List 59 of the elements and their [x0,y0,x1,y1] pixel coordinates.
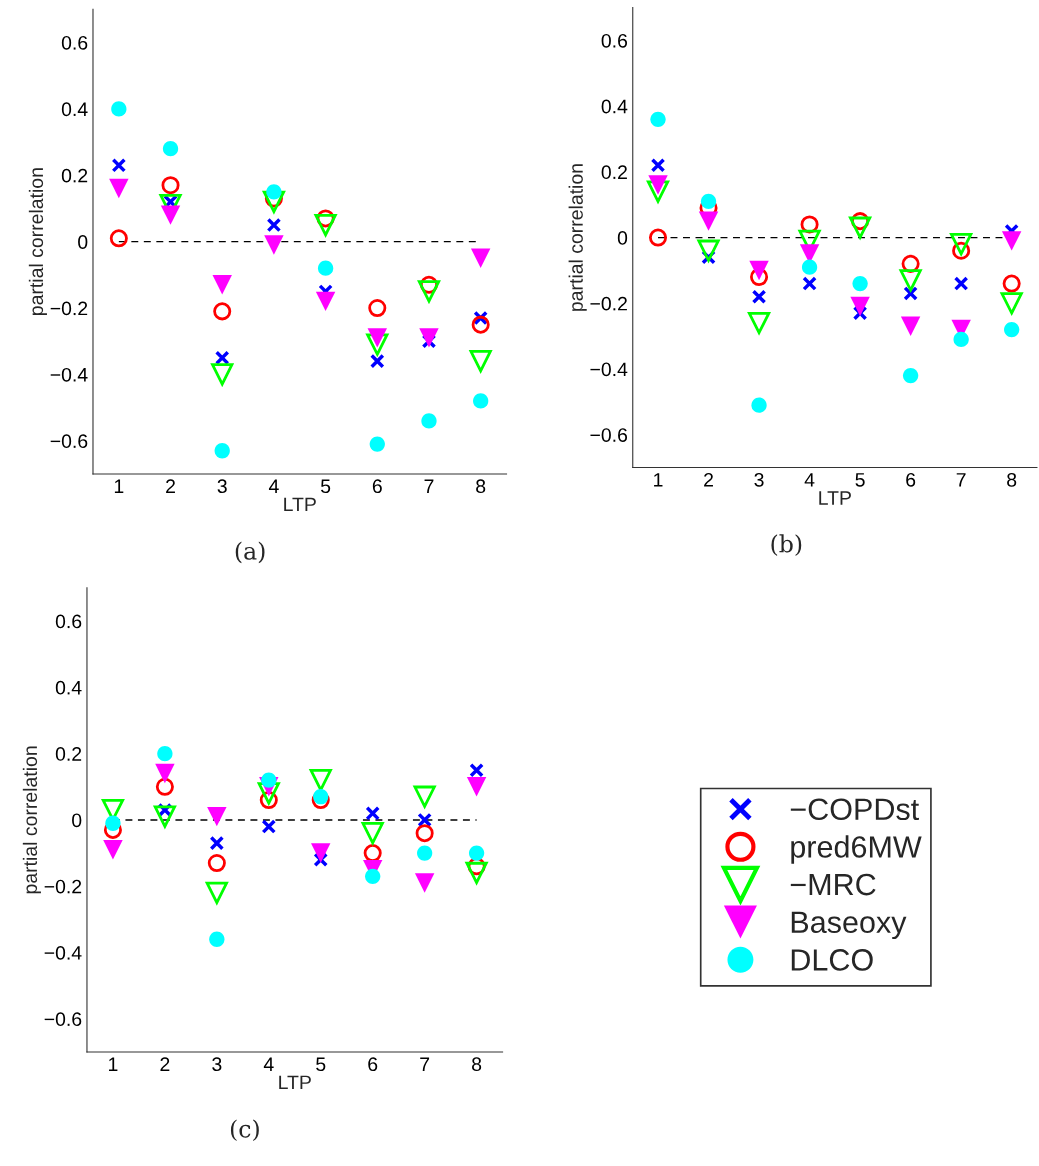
x-tick-label: 4 [268,479,279,493]
x-tick-label: 7 [956,473,966,487]
y-tick-label: 0.6 [601,33,628,48]
text: (a) [235,541,265,564]
y-tick-label: 0.6 [61,35,88,50]
y-tick-label: −0.6 [590,428,628,442]
y-tick-label: 0 [72,813,82,828]
legend-label: DLCO [791,949,873,971]
x-tick-label: 2 [704,472,713,487]
y-tick-label: 0 [78,235,88,249]
y-tick-label: −0.2 [590,296,627,311]
x-tick-label: 6 [372,479,382,494]
legend-label: pred6MW [791,835,922,864]
x-axis-title: LTP [819,491,851,505]
x-tick-label: 4 [263,1057,274,1071]
y-tick-label: −0.6 [44,1012,82,1027]
y-tick-label: 0.2 [61,168,88,183]
y-tick-label: −0.2 [44,879,82,894]
y-tick-label: 0.4 [55,680,82,695]
y-tick-label: 0.2 [55,747,82,761]
y-tick-label: 0 [617,231,628,245]
x-tick-label: 1 [109,1057,118,1071]
legend-label: Baseoxy [791,911,907,940]
x-tick-label: 2 [166,479,175,493]
text: (c) [230,1119,259,1142]
x-tick-label: 7 [424,479,434,493]
x-tick-label: 5 [316,1057,326,1072]
x-tick-label: 5 [855,473,865,487]
x-tick-label: 2 [160,1057,170,1071]
x-axis-title: LTP [284,497,316,512]
x-tick-label: 8 [1007,472,1017,487]
y-tick-label: 0.4 [61,102,88,117]
x-tick-label: 1 [114,479,124,493]
y-tick-label: 0.4 [601,99,628,114]
x-tick-label: 3 [217,479,227,494]
legend-label: −MRC [790,873,876,896]
x-tick-label: 6 [368,1057,378,1072]
y-axis-title: partial correlation [28,168,47,315]
y-tick-label: −0.4 [44,945,82,960]
x-tick-label: 4 [804,473,815,487]
y-axis-title: partial correlation [22,746,41,894]
y-tick-label: 0.6 [55,614,82,629]
x-axis-title: LTP [279,1075,311,1090]
x-tick-label: 5 [320,479,331,494]
x-tick-label: 8 [476,479,486,494]
x-tick-label: 1 [654,473,663,487]
y-axis-title: partial correlation [568,164,587,311]
y-tick-label: −0.6 [50,434,88,449]
legend-label: −COPDst [790,798,919,821]
x-tick-label: 7 [420,1057,430,1071]
y-tick-label: −0.4 [50,367,88,382]
x-tick-label: 6 [906,472,916,487]
y-tick-label: −0.2 [50,301,88,316]
x-tick-label: 8 [472,1057,482,1072]
x-tick-label: 3 [754,472,764,487]
y-tick-label: 0.2 [601,165,627,180]
y-tick-label: −0.4 [590,362,628,377]
text: (b) [771,534,802,556]
x-tick-label: 3 [212,1057,222,1072]
